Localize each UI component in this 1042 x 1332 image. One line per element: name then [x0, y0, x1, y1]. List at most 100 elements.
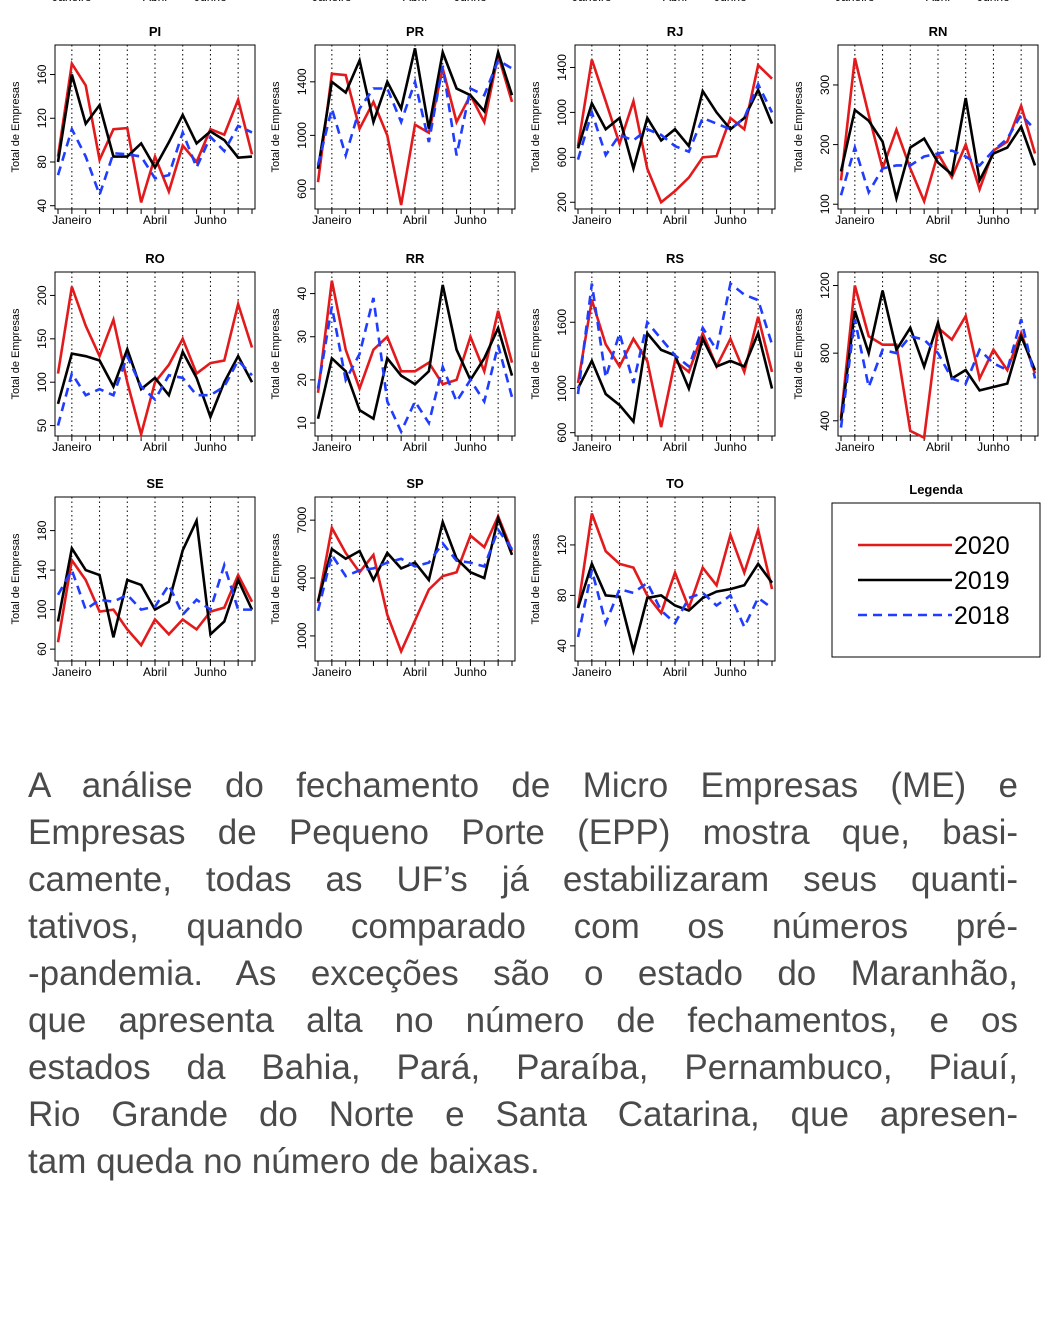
y-tick-label: 600: [295, 179, 309, 199]
x-tick-label: Abril: [143, 0, 167, 4]
series-line: [316, 512, 514, 655]
y-axis-label: Total de Empresas: [270, 308, 282, 400]
x-tick-label: Junho: [454, 213, 487, 227]
y-tick-label: 1000: [555, 99, 569, 126]
y-axis-label: Total de Empresas: [793, 81, 805, 173]
paragraph-line: camente, todas as UF’s já estabilizaram …: [28, 860, 1018, 899]
paragraph-line: estados da Bahia, Pará, Paraíba, Pernamb…: [28, 1048, 1018, 1087]
chart-grid: Janeiro Abril Junho Janeiro Abril Junho Janeir…: [10, 0, 1041, 679]
chart-title: SE: [146, 476, 164, 491]
legend-label: 2019: [954, 567, 1010, 595]
y-tick-label: 20: [295, 373, 309, 387]
x-tick-label: Janeiro: [835, 213, 875, 227]
y-tick-label: 40: [555, 639, 569, 653]
series-line: [839, 57, 1037, 206]
series-line: [316, 513, 514, 602]
y-tick-label: 1400: [295, 68, 309, 95]
series-line: [576, 81, 774, 160]
y-tick-label: 600: [555, 422, 569, 442]
y-axis-label: Total de Empresas: [530, 81, 542, 173]
x-tick-label: Janeiro: [52, 213, 92, 227]
y-tick-label: 60: [35, 642, 49, 656]
series-line: [576, 59, 773, 205]
y-tick-label: 1400: [555, 54, 569, 81]
x-tick-label: Abril: [403, 665, 427, 679]
series-line: [56, 74, 253, 171]
x-tick-label: Junho: [977, 440, 1010, 454]
chart-title: PR: [406, 24, 425, 39]
legend-label: 2018: [954, 602, 1010, 630]
y-tick-label: 160: [35, 64, 49, 84]
series-line: [56, 59, 254, 203]
series-line: [576, 299, 774, 428]
x-tick-label: Janeiro: [312, 0, 352, 4]
x-tick-label: Janeiro: [312, 665, 352, 679]
series-line: [839, 97, 1037, 204]
chart-title: RO: [145, 251, 165, 266]
y-tick-label: 1200: [818, 272, 832, 299]
y-tick-label: 40: [35, 199, 49, 213]
x-tick-label: Janeiro: [572, 665, 612, 679]
y-axis-label: Total de Empresas: [10, 533, 22, 625]
x-tick-label: Abril: [663, 440, 687, 454]
x-tick-label: Junho: [714, 213, 747, 227]
paragraph-line: -pandemia. As exceções são o estado do M…: [28, 954, 1018, 993]
y-tick-label: 120: [35, 108, 49, 128]
series-line: [56, 560, 252, 617]
y-tick-label: 200: [818, 134, 832, 154]
x-tick-label: Abril: [663, 0, 687, 4]
y-tick-label: 400: [818, 410, 832, 430]
x-tick-label: Abril: [926, 440, 950, 454]
x-tick-label: Janeiro: [52, 440, 92, 454]
y-axis-label: Total de Empresas: [530, 533, 542, 625]
x-tick-label: Junho: [454, 440, 487, 454]
paragraph-line: A análise do fechamento de Micro Empresa…: [28, 766, 1018, 805]
paragraph-line: que apresenta alta no número de fechamen…: [28, 1001, 1018, 1040]
legend-title: Legenda: [909, 482, 963, 497]
x-tick-label: Abril: [926, 213, 950, 227]
y-tick-label: 1000: [295, 622, 309, 649]
y-tick-label: 50: [35, 419, 49, 433]
x-tick-label: Junho: [977, 213, 1010, 227]
chart-title: RR: [406, 251, 425, 266]
paragraph-line: tativos, quando comparado com os números…: [28, 907, 1018, 946]
y-tick-label: 100: [35, 599, 49, 619]
x-tick-label: Abril: [926, 0, 950, 4]
y-tick-label: 80: [35, 155, 49, 169]
x-tick-label: Abril: [143, 665, 167, 679]
y-tick-label: 120: [555, 535, 569, 555]
y-tick-label: 100: [35, 372, 49, 392]
chart-title: TO: [666, 476, 684, 491]
x-tick-label: Junho: [454, 0, 487, 4]
chart-title: RN: [929, 24, 948, 39]
x-tick-label: Junho: [714, 0, 747, 4]
x-tick-label: Abril: [663, 665, 687, 679]
y-tick-label: 4000: [295, 564, 309, 591]
x-tick-label: Janeiro: [835, 440, 875, 454]
x-tick-label: Junho: [977, 0, 1010, 4]
y-axis-label: Total de Empresas: [793, 308, 805, 400]
x-tick-label: Janeiro: [835, 0, 875, 4]
y-tick-label: 180: [35, 520, 49, 540]
x-tick-label: Junho: [194, 0, 227, 4]
y-tick-label: 10: [295, 416, 309, 430]
x-tick-label: Janeiro: [52, 0, 92, 4]
x-tick-label: Abril: [403, 0, 427, 4]
y-axis-label: Total de Empresas: [270, 533, 282, 625]
series-line: [316, 297, 514, 435]
y-tick-label: 1600: [555, 309, 569, 336]
y-tick-label: 100: [818, 194, 832, 214]
series-line: [576, 560, 774, 657]
x-tick-label: Janeiro: [572, 0, 612, 4]
paragraph-line: Rio Grande do Norte e Santa Catarina, qu…: [28, 1095, 1018, 1134]
x-tick-label: Junho: [194, 440, 227, 454]
series-line: [576, 281, 774, 395]
y-tick-label: 7000: [295, 506, 309, 533]
x-tick-label: Janeiro: [312, 213, 352, 227]
y-tick-label: 1000: [295, 122, 309, 149]
series-line: [56, 556, 254, 648]
x-tick-label: Junho: [714, 440, 747, 454]
y-tick-label: 800: [818, 343, 832, 363]
x-tick-label: Abril: [403, 440, 427, 454]
